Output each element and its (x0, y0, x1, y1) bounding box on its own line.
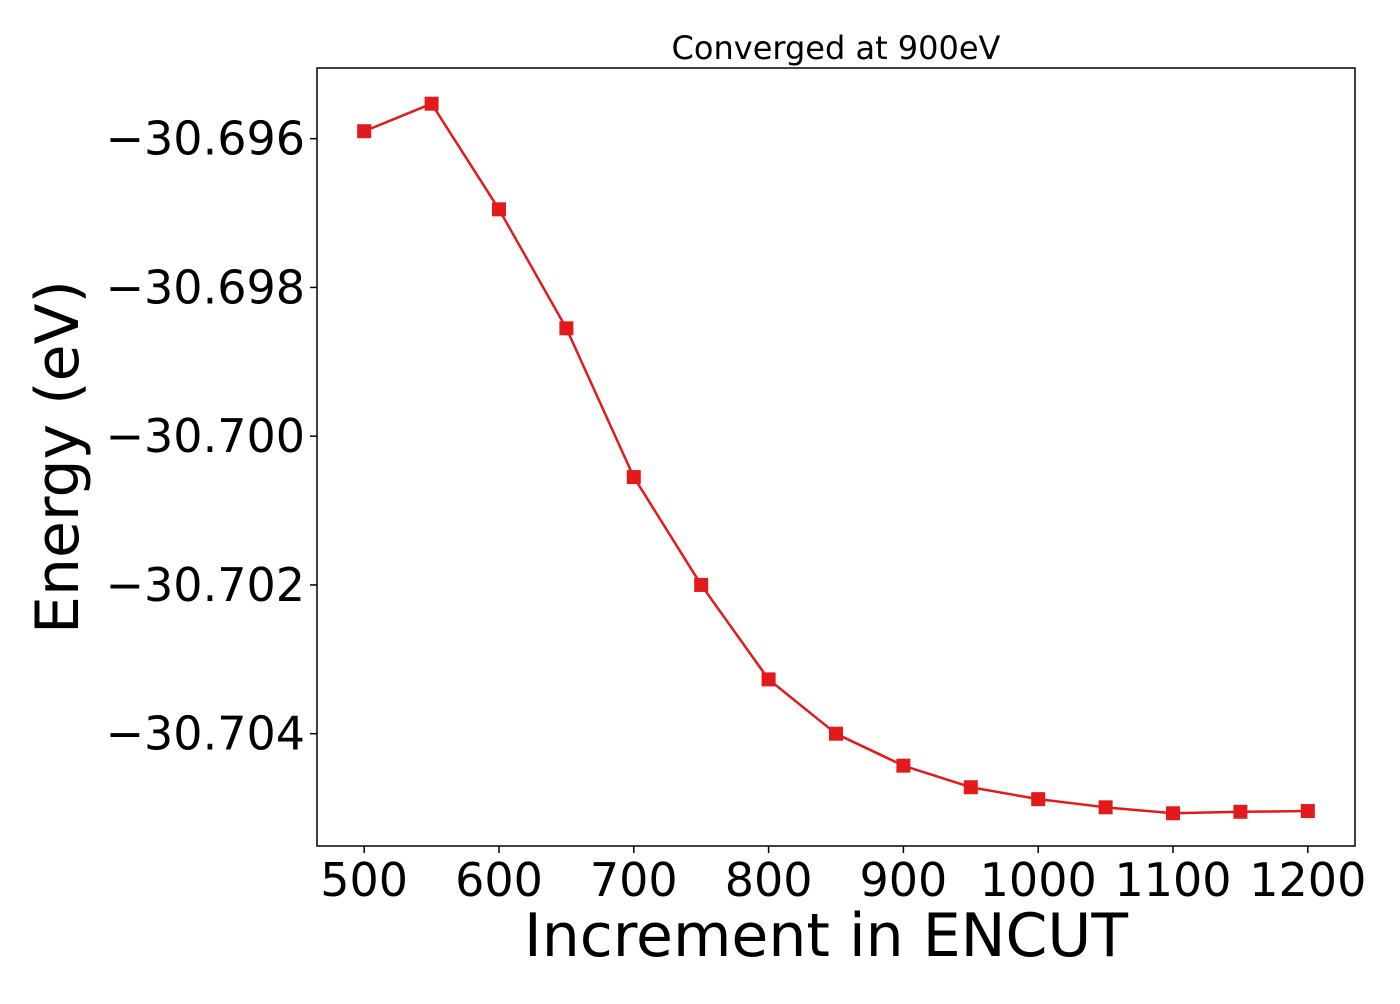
data-point-marker (1098, 800, 1113, 815)
x-tick-label: 700 (590, 853, 678, 907)
data-point-marker (626, 470, 641, 485)
x-tick-label: 1000 (980, 853, 1097, 907)
x-tick-label: 600 (455, 853, 543, 907)
data-point-marker (1233, 804, 1248, 819)
data-point-marker (896, 758, 911, 773)
axes-layer: 500 600 700 800 900 1000 1100 1200 −30.696 −30.69… (106, 112, 1367, 907)
plot-frame (316, 67, 1356, 847)
data-point-marker (1031, 792, 1046, 807)
data-point-marker (491, 202, 506, 217)
y-axis-label: Energy (eV) (23, 280, 93, 634)
x-tick-label: 500 (320, 853, 408, 907)
x-tick-label: 900 (859, 853, 947, 907)
chart-title: Converged at 900eV (672, 29, 1001, 67)
data-point-marker (761, 672, 776, 687)
y-tick-label: −30.704 (106, 707, 306, 761)
x-tick-label: 1100 (1114, 853, 1231, 907)
y-tick-label: −30.702 (106, 558, 306, 612)
data-point-marker (559, 321, 574, 336)
x-tick-label: 800 (725, 853, 813, 907)
data-point-marker (963, 780, 978, 795)
y-tick-label: −30.700 (106, 409, 306, 463)
data-point-marker (1300, 804, 1315, 819)
data-point-marker (357, 124, 372, 139)
data-point-marker (1166, 806, 1181, 821)
data-point-marker (694, 577, 709, 592)
plot-layer (357, 96, 1315, 821)
x-axis-label: Increment in ENCUT (524, 901, 1128, 971)
y-tick-label: −30.696 (106, 112, 306, 166)
y-tick-label: −30.698 (106, 260, 306, 314)
x-tick-label: 1200 (1249, 853, 1366, 907)
data-point-marker (424, 96, 439, 111)
data-point-marker (829, 726, 843, 741)
